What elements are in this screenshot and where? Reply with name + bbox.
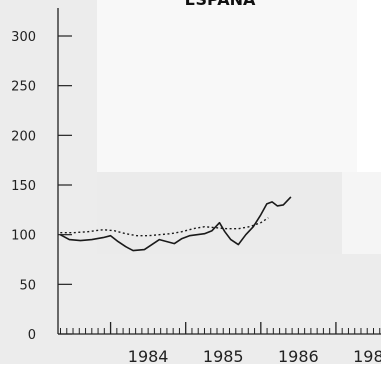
y-tick-label: 250 bbox=[11, 80, 36, 95]
bg-panel bbox=[342, 172, 381, 254]
y-axis-ticks: 0 50 100 150 200 250 300 bbox=[11, 30, 72, 343]
bg-panel bbox=[0, 254, 381, 364]
x-tick-label: 1985 bbox=[203, 347, 244, 364]
y-tick-label: 200 bbox=[11, 129, 36, 144]
y-tick-label: 100 bbox=[11, 229, 36, 244]
x-tick-label: 1987 bbox=[353, 347, 381, 364]
series-layer bbox=[59, 196, 292, 252]
x-tick-label: 1986 bbox=[278, 347, 319, 364]
x-axis-ticks: 1984 1985 1986 1987 bbox=[60, 322, 381, 366]
y-tick-label: 0 bbox=[28, 328, 36, 343]
axes bbox=[57, 8, 381, 335]
bg-panel bbox=[0, 0, 97, 270]
bg-panel bbox=[97, 172, 342, 257]
x-tick-label: 1984 bbox=[128, 347, 169, 364]
chart-title: ESPAÑA bbox=[185, 0, 256, 9]
series-line-solid bbox=[59, 196, 292, 252]
y-tick-label: 300 bbox=[11, 30, 36, 45]
y-tick-label: 150 bbox=[11, 179, 36, 194]
bg-panel bbox=[97, 0, 357, 172]
y-tick-label: 50 bbox=[19, 278, 36, 293]
